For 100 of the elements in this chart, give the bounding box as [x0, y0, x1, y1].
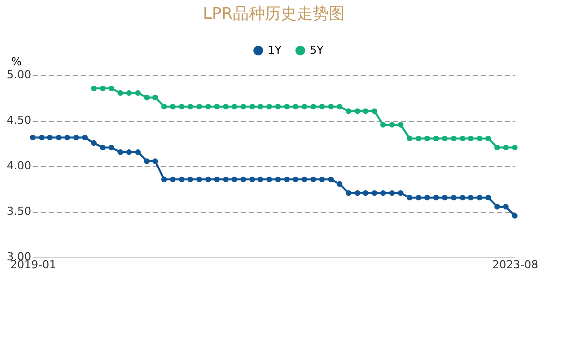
point [91, 140, 97, 146]
point [47, 134, 53, 141]
point [389, 122, 396, 128]
point [407, 136, 413, 142]
point [424, 195, 430, 201]
point [258, 104, 264, 110]
point [424, 136, 430, 142]
point [250, 176, 256, 182]
point [39, 134, 45, 141]
point [468, 136, 474, 142]
point [30, 134, 36, 141]
point [232, 104, 238, 110]
y-tick-label: 3.50 [7, 205, 32, 218]
point [494, 144, 500, 151]
point [223, 104, 229, 110]
point [275, 104, 282, 110]
point [100, 144, 106, 151]
point [451, 136, 457, 142]
point [477, 136, 483, 142]
point [328, 176, 334, 182]
point [74, 134, 80, 141]
point [292, 176, 299, 182]
point [223, 176, 229, 182]
point [362, 108, 369, 114]
point [284, 176, 290, 182]
point [179, 176, 185, 182]
point [170, 176, 176, 182]
point [494, 204, 500, 210]
point [250, 104, 256, 110]
point [196, 104, 202, 110]
point [337, 181, 343, 188]
point [486, 136, 492, 142]
point [512, 213, 518, 219]
point [337, 104, 343, 110]
point [346, 190, 352, 196]
point [468, 195, 474, 201]
point [389, 190, 396, 196]
point [302, 104, 308, 110]
point [486, 195, 492, 201]
point [214, 176, 220, 182]
y-tick-label: 4.00 [7, 160, 32, 172]
point [372, 190, 378, 196]
point [416, 195, 422, 201]
point [407, 195, 413, 201]
y-axis-title: % [12, 56, 22, 68]
point [188, 176, 194, 182]
y-tick-label: 5.00 [7, 68, 32, 82]
point [512, 144, 518, 151]
point [442, 195, 448, 201]
legend-label: 1Y [268, 44, 282, 57]
point [100, 86, 106, 92]
point [266, 176, 272, 182]
point [451, 195, 457, 201]
point [206, 104, 212, 110]
point [240, 176, 246, 182]
point [206, 176, 212, 182]
point [310, 176, 316, 182]
point [362, 190, 369, 196]
point [354, 190, 361, 196]
point [162, 104, 168, 110]
point [319, 104, 326, 110]
y-tick-label: 4.50 [7, 114, 32, 127]
point [162, 176, 168, 182]
point [302, 176, 308, 182]
point [416, 136, 422, 142]
point [319, 176, 326, 182]
point [346, 108, 352, 114]
point [214, 104, 220, 110]
point [266, 104, 272, 110]
point [460, 136, 466, 142]
point [196, 176, 202, 182]
chart-title: LPR品种历史走势图 [203, 4, 345, 23]
x-tick-label: 2023-08 [492, 258, 538, 272]
point [460, 195, 466, 201]
point [126, 90, 132, 96]
point [126, 150, 132, 156]
point [135, 90, 141, 96]
point [434, 195, 440, 201]
point [284, 104, 290, 110]
point [108, 144, 114, 151]
point [398, 190, 404, 196]
point [442, 136, 448, 142]
legend-label: 5Y [310, 44, 324, 57]
point [64, 134, 70, 141]
point [398, 122, 404, 128]
point [328, 104, 334, 110]
point [240, 104, 246, 110]
point [152, 94, 158, 101]
point [135, 150, 141, 156]
point [188, 104, 194, 110]
point [108, 86, 114, 92]
point [372, 108, 378, 114]
point [91, 86, 97, 92]
point [152, 158, 158, 164]
point [144, 94, 150, 101]
point [477, 195, 483, 201]
point [258, 176, 264, 182]
point [434, 136, 440, 142]
point [118, 90, 124, 96]
point [82, 134, 88, 141]
